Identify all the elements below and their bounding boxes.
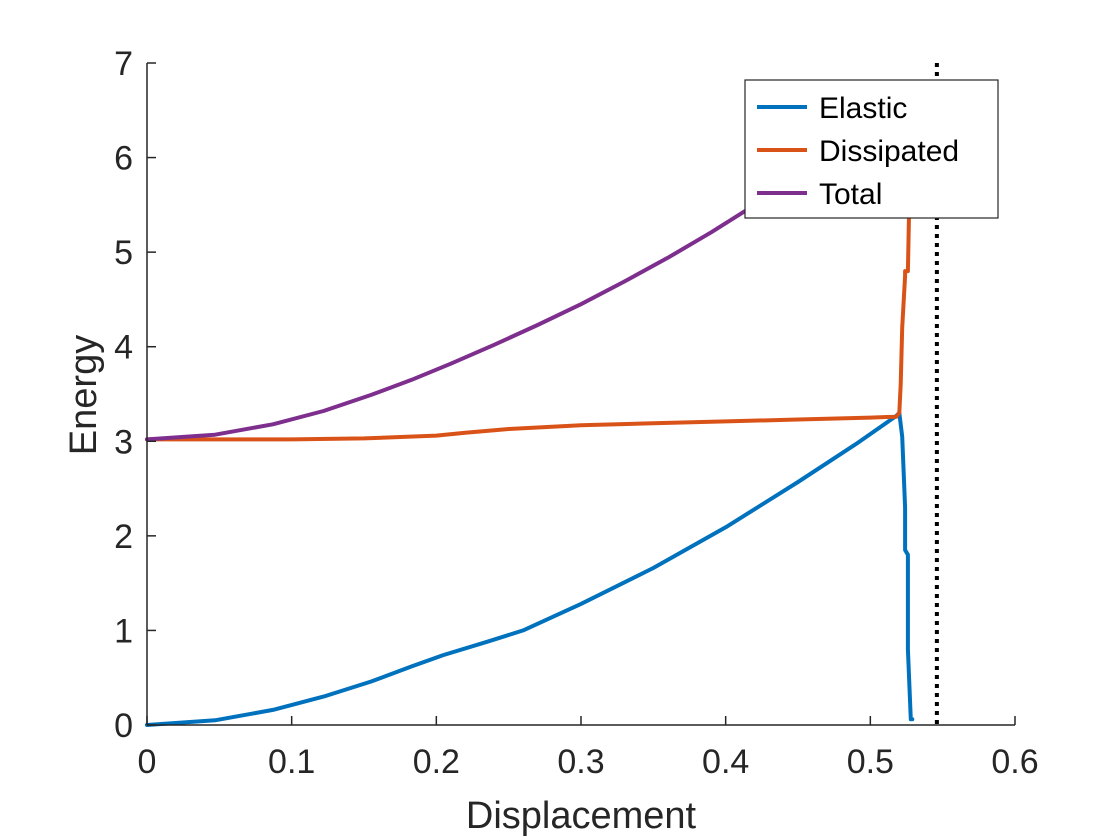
y-tick-label: 7 xyxy=(114,45,133,83)
legend-label-total: Total xyxy=(819,178,882,211)
y-tick-label: 3 xyxy=(114,423,133,461)
x-tick-label: 0.4 xyxy=(702,743,749,781)
series-line-elastic xyxy=(145,410,915,727)
y-tick-label: 0 xyxy=(114,707,133,745)
x-tick-label: 0 xyxy=(138,743,157,781)
y-tick-label: 1 xyxy=(114,612,133,650)
axes-layer: 0 0.1 0.2 0.3 0.4 0.5 0.6 0 1 2 3 4 5 6 7 xyxy=(114,45,1039,781)
legend-label-dissipated: Dissipated xyxy=(819,135,959,168)
series-line-dissipated xyxy=(145,117,913,442)
x-tick-label: 0.6 xyxy=(991,743,1038,781)
y-tick-label: 2 xyxy=(114,518,133,556)
legend-label-elastic: Elastic xyxy=(819,92,907,125)
legend: Elastic Dissipated Total xyxy=(744,79,999,219)
y-tick-label: 6 xyxy=(114,140,133,178)
x-tick-label: 0.3 xyxy=(557,743,604,781)
y-axis-label: Energy xyxy=(63,335,105,455)
series-line-total xyxy=(145,195,772,442)
x-tick-label: 0.2 xyxy=(413,743,460,781)
y-tick-label: 4 xyxy=(114,329,133,367)
x-tick-label: 0.1 xyxy=(268,743,315,781)
x-tick-label: 0.5 xyxy=(847,743,894,781)
y-tick-label: 5 xyxy=(114,234,133,272)
x-axis-label: Displacement xyxy=(466,795,697,837)
